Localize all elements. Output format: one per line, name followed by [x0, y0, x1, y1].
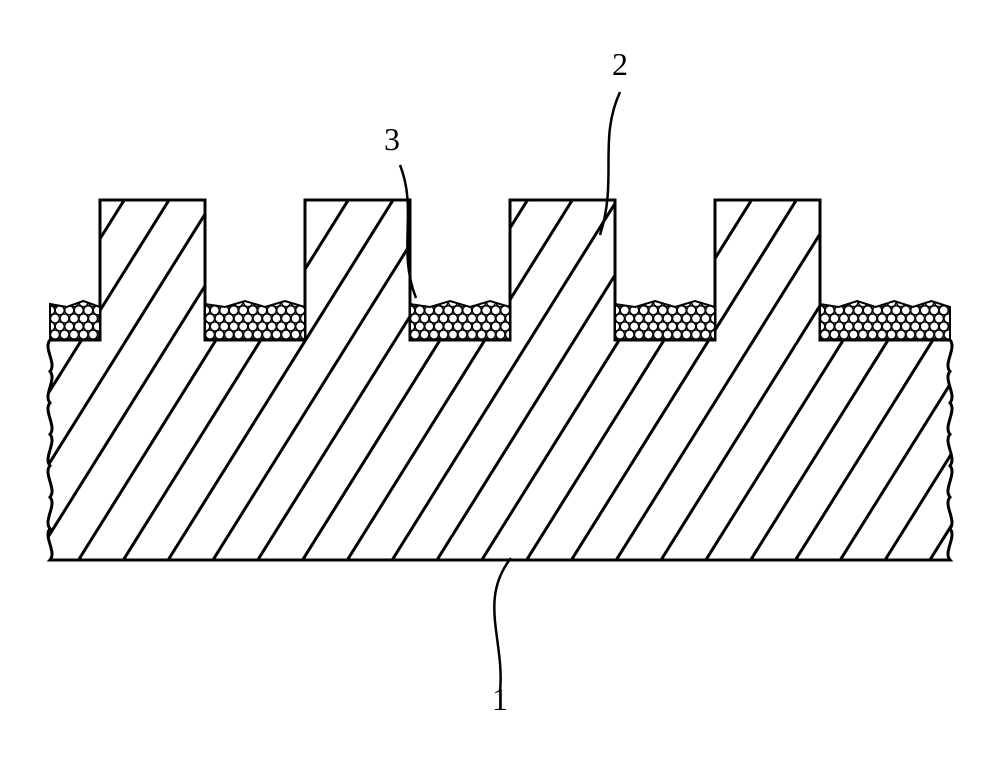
label-3: 3 [384, 121, 400, 157]
body-outline [48, 200, 952, 560]
leader-1 [494, 558, 511, 692]
cross-section-diagram: 1 2 3 [0, 0, 1000, 775]
leader-3 [400, 165, 416, 298]
label-2: 2 [612, 46, 628, 82]
label-1: 1 [492, 681, 508, 717]
